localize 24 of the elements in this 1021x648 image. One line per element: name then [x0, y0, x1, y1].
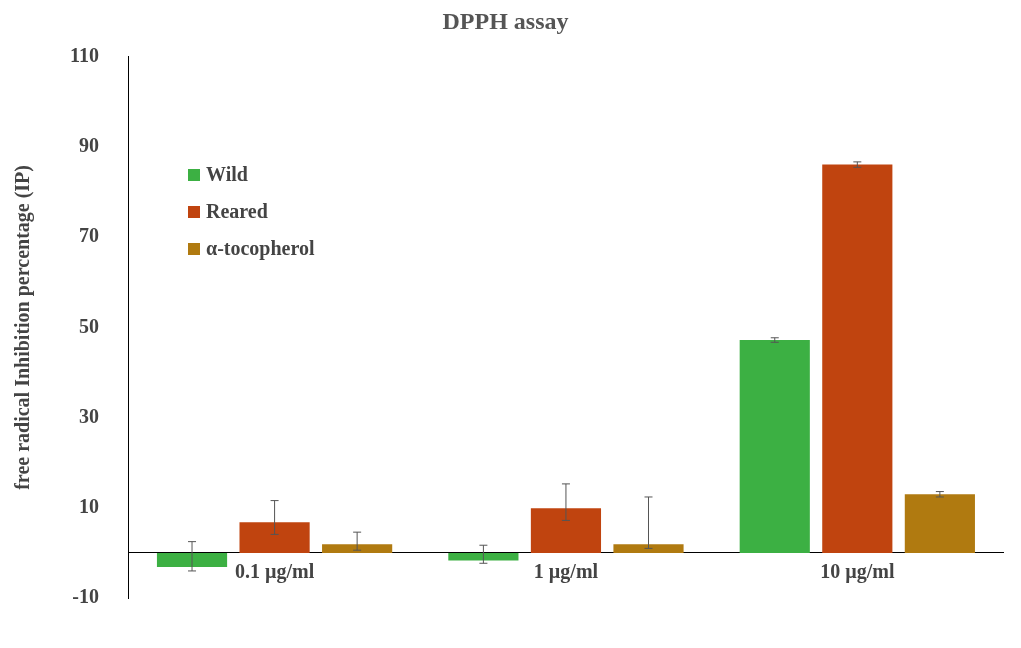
y-tick-label: 90 [78, 134, 99, 157]
bar [448, 552, 519, 561]
x-tick-label: 1 µg/ml [533, 560, 599, 584]
bar [822, 164, 893, 553]
bar [530, 508, 602, 553]
legend-label: α-tocopherol [206, 237, 315, 260]
bar [739, 340, 810, 553]
y-tick-label: 10 [78, 494, 99, 517]
y-tick-label: 110 [69, 43, 99, 66]
bar [322, 544, 393, 553]
x-tick-label: 0.1 µg/ml [234, 560, 315, 584]
bar [904, 494, 975, 553]
y-tick-label: 30 [78, 404, 99, 427]
bar [613, 544, 684, 553]
chart-title: DPPH assay [442, 7, 569, 34]
y-tick-label: -10 [72, 585, 99, 608]
x-tick-label: 10 µg/ml [820, 560, 895, 584]
y-tick-label: 50 [78, 314, 99, 337]
bar [156, 552, 228, 567]
y-tick-label: 70 [78, 224, 99, 247]
legend-label: Wild [206, 163, 248, 186]
legend-label: Reared [206, 200, 268, 223]
y-axis-title: free radical Inhibition percentage (IP) [11, 165, 35, 490]
bar [239, 522, 310, 553]
